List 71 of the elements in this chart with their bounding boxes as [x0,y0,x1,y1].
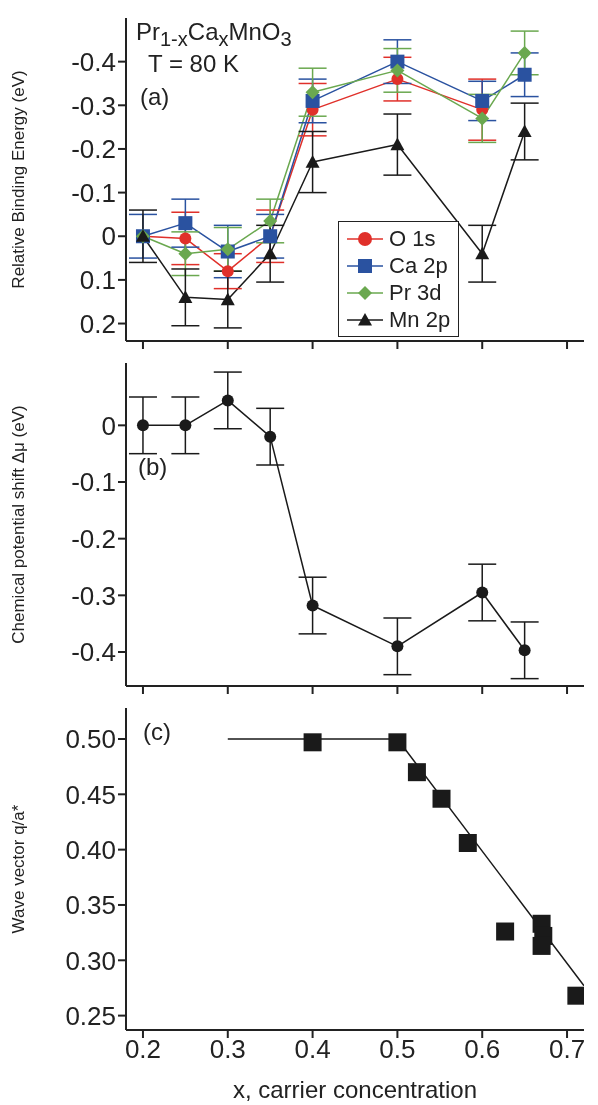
point [221,394,234,407]
point [263,213,278,228]
y-tick-label: 0 [101,221,116,252]
point [517,67,532,82]
x-tick-label: 0.4 [294,1034,331,1065]
point [496,922,515,941]
y-tick-label: 0 [101,410,116,441]
y-tick-label: 0.2 [79,308,116,339]
point [532,936,551,955]
legend-label: Pr 3d [389,279,442,306]
point [178,216,193,231]
legend-label: O 1s [389,225,436,252]
x-tick-label: 0.3 [209,1034,246,1065]
y-axis-title: Chemical potential shift Δμ (eV) [9,405,29,644]
point [179,232,192,245]
point [178,246,193,261]
point [476,586,489,599]
point [178,290,193,303]
y-tick-label: -0.3 [71,580,116,611]
y-tick-label: 0.40 [65,834,116,865]
point [475,246,490,260]
point [517,124,532,138]
y-tick-label: 0.1 [79,265,116,296]
point [305,85,320,100]
point [388,733,407,752]
annotation: (a) [140,83,170,111]
point [220,292,235,306]
x-tick-label: 0.7 [548,1034,586,1065]
y-tick-label: 0.30 [65,945,116,976]
point [264,430,277,443]
point [305,155,320,168]
annotation: Pr$_{1-x}$Ca$_{x}$MnO$_{3}$ [136,18,292,51]
y-tick-label: -0.2 [71,523,116,554]
point [390,63,405,78]
point [475,111,490,126]
point [567,986,584,1005]
y-axis-title: Relative Binding Energy (eV) [9,70,29,289]
point [391,640,404,653]
annotation: (b) [138,453,168,481]
point [432,789,451,808]
point [179,419,192,432]
y-tick-label: -0.1 [71,177,116,208]
point [306,599,319,612]
point [263,246,278,260]
point [458,834,477,852]
y-axis-title: Wave vector q/a* [9,804,29,934]
point [517,45,532,60]
annotation: (c) [143,718,171,746]
y-tick-label: 0.50 [65,724,116,755]
point [475,93,490,108]
point [407,763,426,782]
y-tick-label: -0.4 [71,46,116,77]
y-tick-label: 0.25 [65,1000,116,1031]
legend-label: Mn 2p [389,306,451,333]
annotation: T = 80 K [148,50,239,78]
point [518,644,531,657]
point [221,265,234,278]
y-tick-label: -0.4 [71,637,116,668]
point [390,137,405,151]
legend-label: Ca 2p [389,252,448,279]
point [136,419,149,432]
y-tick-label: 0.45 [65,779,116,810]
x-tick-label: 0.2 [124,1034,162,1065]
point [303,733,322,752]
y-tick-label: -0.3 [71,90,116,121]
x-axis-title: x, carrier concentration [232,1076,478,1103]
y-tick-label: -0.2 [71,134,116,165]
y-tick-label: -0.1 [71,467,116,498]
x-tick-label: 0.6 [464,1034,501,1065]
x-tick-label: 0.5 [379,1034,416,1065]
y-tick-label: 0.35 [65,890,116,921]
